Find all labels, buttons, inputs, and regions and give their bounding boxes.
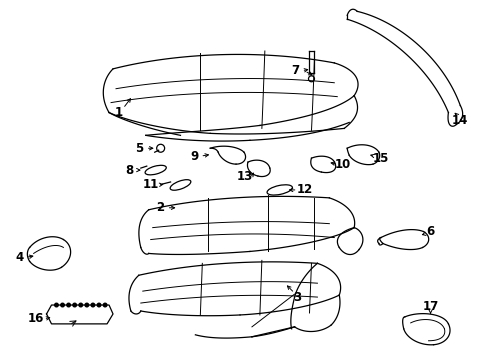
Circle shape <box>85 303 88 307</box>
Text: 4: 4 <box>16 251 24 264</box>
Text: 12: 12 <box>296 184 312 197</box>
Circle shape <box>55 303 58 307</box>
Circle shape <box>103 303 107 307</box>
Text: 9: 9 <box>190 150 198 163</box>
Circle shape <box>61 303 64 307</box>
Circle shape <box>79 303 82 307</box>
Circle shape <box>91 303 95 307</box>
Circle shape <box>67 303 70 307</box>
Text: 8: 8 <box>124 163 133 176</box>
Text: 2: 2 <box>156 201 164 214</box>
Text: 13: 13 <box>236 170 253 183</box>
Text: 5: 5 <box>134 142 142 155</box>
Text: 10: 10 <box>334 158 351 171</box>
Circle shape <box>73 303 76 307</box>
Text: 6: 6 <box>426 225 434 238</box>
Text: 14: 14 <box>451 114 468 127</box>
Text: 11: 11 <box>142 179 159 192</box>
Text: 17: 17 <box>422 300 438 312</box>
Text: 7: 7 <box>291 64 299 77</box>
Text: 1: 1 <box>115 106 123 119</box>
Text: 15: 15 <box>372 152 388 165</box>
Circle shape <box>97 303 101 307</box>
Text: 16: 16 <box>27 312 44 325</box>
Text: 3: 3 <box>293 291 301 303</box>
